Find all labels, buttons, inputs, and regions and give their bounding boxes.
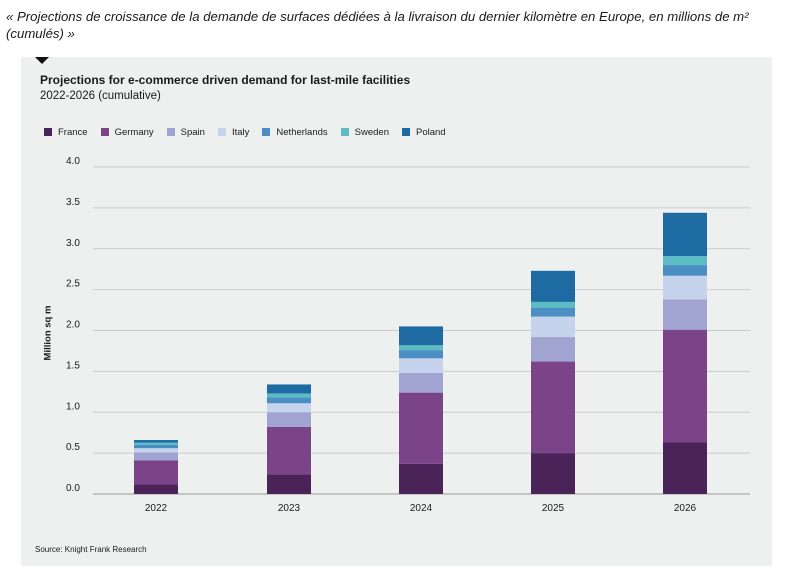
- bar-segment-netherlands: [663, 265, 707, 276]
- legend-item: Sweden: [340, 126, 389, 138]
- bar-segment-poland: [399, 326, 443, 346]
- bar-segment-italy: [134, 448, 178, 453]
- legend-swatch: [44, 128, 52, 136]
- bar-segment-netherlands: [531, 307, 575, 317]
- legend-label: Netherlands: [276, 126, 328, 138]
- y-tick-label: 2.0: [66, 320, 80, 331]
- y-tick-label: 0.5: [66, 442, 80, 453]
- bar-segment-spain: [663, 299, 707, 330]
- legend-item: France: [44, 127, 88, 138]
- legend-item: Poland: [401, 126, 446, 138]
- figure-caption: « Projections de croissance de la demand…: [6, 9, 749, 41]
- bar-segment-germany: [267, 426, 311, 475]
- bar-segment-spain: [531, 337, 575, 362]
- legend-label: Spain: [180, 126, 205, 138]
- bar-segment-germany: [663, 329, 707, 443]
- bar-segment-germany: [134, 460, 178, 485]
- y-tick-label: 3.0: [66, 238, 80, 249]
- bar-segment-netherlands: [399, 350, 443, 359]
- bar-segment-netherlands: [267, 397, 311, 404]
- bar-segment-spain: [267, 412, 311, 427]
- bar-segment-italy: [531, 316, 575, 338]
- bar-segment-france: [531, 453, 575, 494]
- x-tick-label: 2025: [542, 503, 565, 514]
- legend-label: Italy: [231, 126, 250, 138]
- y-tick-label: 3.5: [66, 197, 80, 208]
- x-tick-label: 2026: [674, 503, 697, 514]
- legend-item: Germany: [100, 126, 154, 138]
- bar-segment-spain: [134, 452, 178, 461]
- legend-swatch: [100, 128, 109, 136]
- bar-segment-italy: [267, 403, 311, 413]
- legend-label: Poland: [415, 126, 446, 138]
- bar-segment-poland: [134, 440, 178, 443]
- bar-segment-germany: [399, 392, 443, 464]
- bar-segment-france: [267, 474, 311, 494]
- legend-swatch: [401, 128, 410, 136]
- bar-segment-germany: [531, 361, 575, 454]
- bar-segment-spain: [399, 373, 443, 393]
- x-tick-label: 2022: [145, 503, 168, 514]
- legend-label: Germany: [114, 126, 154, 138]
- bar-segment-sweden: [663, 256, 707, 266]
- bar-segment-france: [663, 442, 707, 494]
- bar-segment-poland: [531, 270, 575, 302]
- legend-label: France: [58, 126, 88, 138]
- legend-label: Sweden: [354, 126, 389, 138]
- x-tick-label: 2024: [410, 503, 433, 514]
- bar-segment-sweden: [531, 301, 575, 308]
- source-note: Source: Knight Frank Research: [35, 545, 147, 554]
- bar-segment-france: [399, 463, 443, 494]
- legend-swatch: [340, 128, 349, 136]
- y-tick-label: 0.0: [66, 483, 80, 494]
- legend-swatch: [262, 128, 271, 136]
- bar-segment-sweden: [399, 345, 443, 351]
- legend-swatch: [217, 128, 226, 136]
- y-tick-label: 1.5: [66, 360, 80, 371]
- bar-segment-italy: [663, 275, 707, 300]
- x-tick-label: 2023: [278, 503, 301, 514]
- bar-segment-netherlands: [134, 444, 178, 449]
- legend-swatch: [166, 128, 175, 136]
- y-tick-label: 1.0: [66, 401, 80, 412]
- bar-segment-sweden: [267, 393, 311, 398]
- chart-legend: France Germany Spain Italy Netherlands Sweden…: [44, 125, 459, 139]
- bar-segment-poland: [663, 212, 707, 257]
- legend-item: Spain: [166, 126, 205, 138]
- bar-segment-italy: [399, 358, 443, 374]
- bar-segment-france: [134, 484, 178, 494]
- bar-segment-sweden: [134, 442, 178, 445]
- legend-item: Italy: [217, 126, 250, 138]
- legend-item: Netherlands: [262, 126, 328, 138]
- panel-marker-icon: [35, 57, 49, 64]
- y-tick-label: 2.5: [66, 279, 80, 290]
- chart-title: Projections for e-commerce driven demand…: [40, 73, 411, 87]
- y-tick-label: 4.0: [66, 156, 80, 167]
- bar-segment-poland: [267, 384, 311, 394]
- chart-subtitle: 2022-2026 (cumulative): [40, 90, 161, 102]
